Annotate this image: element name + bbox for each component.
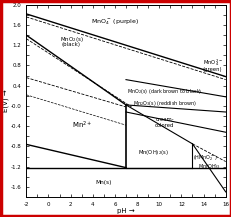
X-axis label: pH →: pH → bbox=[117, 208, 134, 214]
Text: MnO$_4^-$ (purple): MnO$_4^-$ (purple) bbox=[91, 18, 138, 27]
Text: (black): (black) bbox=[61, 42, 80, 47]
Text: Mn(OH)$_3$: Mn(OH)$_3$ bbox=[197, 162, 219, 171]
Text: MnO$_4^{2-}$: MnO$_4^{2-}$ bbox=[202, 58, 221, 68]
Text: (green): (green) bbox=[202, 67, 221, 72]
Text: Mn$_2$O$_3$(s) (reddish brown): Mn$_2$O$_3$(s) (reddish brown) bbox=[132, 99, 196, 108]
Text: Mn(s): Mn(s) bbox=[95, 180, 112, 185]
Text: colored: colored bbox=[155, 123, 174, 128]
Y-axis label: E(V) →: E(V) → bbox=[3, 89, 9, 112]
Text: cream-: cream- bbox=[155, 117, 173, 122]
Text: MnO$_2$(s): MnO$_2$(s) bbox=[59, 35, 83, 44]
Text: (HMnO$_2^-$): (HMnO$_2^-$) bbox=[193, 154, 217, 163]
Text: Mn(OH)$_2$(s): Mn(OH)$_2$(s) bbox=[138, 148, 168, 157]
Text: Mn$^{2+}$: Mn$^{2+}$ bbox=[71, 120, 91, 131]
Text: MnO$_2$(s) (dark brown to black): MnO$_2$(s) (dark brown to black) bbox=[127, 87, 202, 96]
